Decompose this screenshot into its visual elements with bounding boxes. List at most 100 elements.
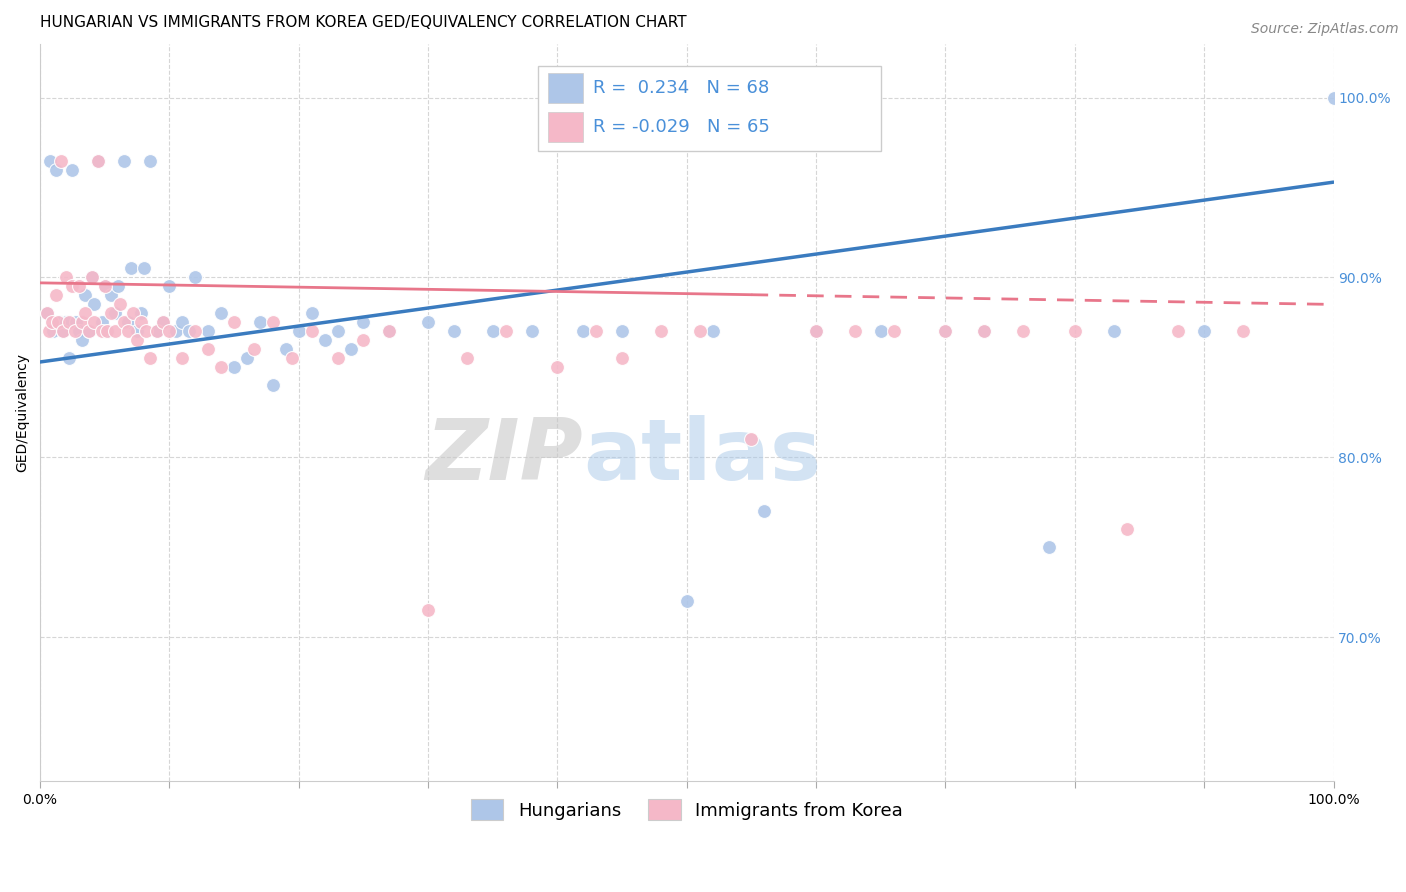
Point bbox=[67, 279, 90, 293]
Point bbox=[70, 334, 93, 348]
Point bbox=[117, 315, 139, 329]
Legend: Hungarians, Immigrants from Korea: Hungarians, Immigrants from Korea bbox=[464, 792, 910, 827]
Point bbox=[120, 261, 142, 276]
Point bbox=[197, 325, 219, 339]
Point bbox=[353, 315, 375, 329]
Point bbox=[610, 325, 633, 339]
Point bbox=[96, 325, 118, 339]
Point bbox=[100, 288, 122, 302]
Point bbox=[159, 279, 181, 293]
Point bbox=[65, 315, 87, 329]
Point bbox=[38, 325, 60, 339]
Point bbox=[689, 325, 711, 339]
Point bbox=[224, 360, 246, 375]
Point bbox=[75, 288, 97, 302]
Point bbox=[145, 325, 167, 339]
Point bbox=[249, 315, 271, 329]
Text: ZIP: ZIP bbox=[426, 415, 583, 498]
Point bbox=[165, 325, 187, 339]
Point bbox=[172, 351, 194, 366]
Point bbox=[45, 162, 67, 177]
Point bbox=[96, 325, 118, 339]
Point bbox=[1102, 325, 1125, 339]
Point bbox=[209, 360, 232, 375]
Point bbox=[139, 351, 162, 366]
Point bbox=[135, 325, 157, 339]
Point bbox=[197, 343, 219, 357]
Point bbox=[62, 279, 84, 293]
Point bbox=[110, 297, 132, 311]
Point bbox=[1012, 325, 1035, 339]
Point bbox=[184, 325, 207, 339]
Point bbox=[339, 343, 361, 357]
Point bbox=[122, 306, 145, 320]
Point bbox=[314, 334, 336, 348]
Point bbox=[610, 351, 633, 366]
Point bbox=[91, 315, 114, 329]
Point bbox=[262, 315, 284, 329]
Point bbox=[378, 325, 401, 339]
Point bbox=[572, 325, 595, 339]
Point bbox=[1232, 325, 1254, 339]
Point bbox=[77, 325, 100, 339]
Point bbox=[67, 325, 90, 339]
Point bbox=[418, 603, 440, 617]
Point bbox=[139, 153, 162, 168]
Point bbox=[443, 325, 465, 339]
Point bbox=[75, 306, 97, 320]
Point bbox=[127, 325, 149, 339]
Point bbox=[740, 432, 762, 446]
Point bbox=[177, 325, 200, 339]
Point bbox=[378, 325, 401, 339]
Point bbox=[41, 315, 63, 329]
Point bbox=[418, 315, 440, 329]
Point bbox=[934, 325, 956, 339]
Point bbox=[274, 343, 297, 357]
Point bbox=[209, 306, 232, 320]
Point bbox=[520, 325, 543, 339]
Point bbox=[129, 306, 152, 320]
Point bbox=[107, 279, 129, 293]
Point bbox=[242, 343, 264, 357]
Point bbox=[973, 325, 995, 339]
Point bbox=[804, 325, 827, 339]
Point bbox=[1167, 325, 1189, 339]
Point bbox=[236, 351, 259, 366]
Point bbox=[58, 315, 80, 329]
Point bbox=[145, 325, 167, 339]
Point bbox=[83, 315, 105, 329]
Point bbox=[80, 270, 103, 285]
Point bbox=[83, 297, 105, 311]
Point bbox=[58, 351, 80, 366]
Point bbox=[702, 325, 724, 339]
Point bbox=[301, 306, 323, 320]
Point bbox=[55, 270, 77, 285]
Point bbox=[45, 288, 67, 302]
Point bbox=[63, 325, 86, 339]
Y-axis label: GED/Equivalency: GED/Equivalency bbox=[15, 353, 30, 472]
Point bbox=[52, 325, 75, 339]
Point bbox=[1115, 522, 1137, 536]
Point bbox=[132, 261, 155, 276]
Point bbox=[35, 306, 58, 320]
Point bbox=[934, 325, 956, 339]
Point bbox=[77, 325, 100, 339]
Point bbox=[46, 315, 69, 329]
Text: Source: ZipAtlas.com: Source: ZipAtlas.com bbox=[1251, 22, 1399, 37]
Point bbox=[288, 325, 311, 339]
Point bbox=[87, 153, 110, 168]
Point bbox=[70, 315, 93, 329]
Point bbox=[1063, 325, 1085, 339]
Point bbox=[159, 325, 181, 339]
Point bbox=[754, 504, 776, 518]
Point bbox=[973, 325, 995, 339]
Point bbox=[152, 315, 174, 329]
Point bbox=[94, 279, 117, 293]
Point bbox=[869, 325, 891, 339]
Point bbox=[112, 315, 135, 329]
Point bbox=[91, 325, 114, 339]
Point bbox=[650, 325, 672, 339]
Point bbox=[48, 315, 70, 329]
Point bbox=[152, 315, 174, 329]
Point bbox=[42, 325, 65, 339]
